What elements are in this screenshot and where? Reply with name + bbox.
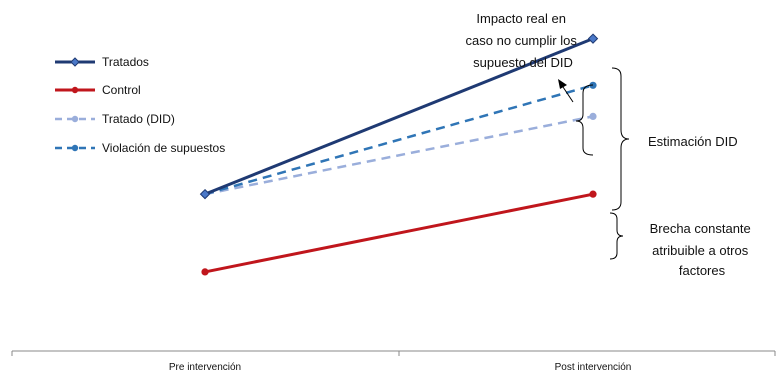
legend-marker-tratados bbox=[70, 57, 80, 67]
data-point-tratados-1 bbox=[587, 33, 599, 44]
annotation-estimacion: Estimación DID bbox=[648, 134, 738, 149]
annotation-impacto-line2: caso no cumplir los bbox=[466, 33, 578, 48]
legend-label-control: Control bbox=[102, 83, 141, 97]
series-line-tratados bbox=[204, 37, 594, 196]
annotation-impacto-line1: Impacto real en bbox=[476, 11, 566, 26]
x-tick-label-pre: Pre intervención bbox=[169, 362, 241, 373]
data-point-control-0 bbox=[201, 268, 209, 276]
annotation-brecha-line1: Brecha constante bbox=[650, 221, 751, 236]
legend-marker-tratado-did bbox=[71, 115, 79, 123]
series-layer bbox=[199, 33, 599, 276]
bracket-brecha bbox=[609, 212, 624, 260]
legend-label-violacion-de-supuestos: Violación de supuestos bbox=[102, 141, 225, 155]
x-tick-label-post: Post intervención bbox=[555, 362, 632, 373]
series-line-violacion-de-supuestos bbox=[204, 84, 594, 196]
annotation-impacto: Impacto real en caso no cumplir los supu… bbox=[466, 11, 581, 70]
annotation-brecha-line2: atribuible a otros bbox=[652, 243, 749, 258]
data-point-tratados-0 bbox=[199, 188, 211, 200]
legend: Tratados Control Tratado (DID) Violación de… bbox=[55, 55, 225, 155]
legend-marker-control bbox=[71, 86, 79, 94]
annotation-impacto-line3: supuesto del DID bbox=[473, 55, 573, 70]
annotation-brecha-line3: factores bbox=[679, 263, 726, 278]
legend-label-tratados: Tratados bbox=[102, 55, 149, 69]
series-line-tratado-did bbox=[204, 115, 594, 196]
annotation-brecha: Brecha constante atribuible a otros fact… bbox=[650, 221, 755, 278]
data-point-control-1 bbox=[589, 190, 597, 198]
bracket-estimacion bbox=[611, 67, 630, 211]
arrow-head-icon bbox=[558, 79, 567, 89]
bracket-violacion bbox=[575, 84, 594, 156]
series-line-control bbox=[204, 192, 594, 274]
legend-marker-violacion-de-supuestos bbox=[71, 144, 79, 152]
data-point-tratado-did-1 bbox=[589, 112, 597, 121]
legend-label-tratado-did: Tratado (DID) bbox=[102, 112, 175, 126]
